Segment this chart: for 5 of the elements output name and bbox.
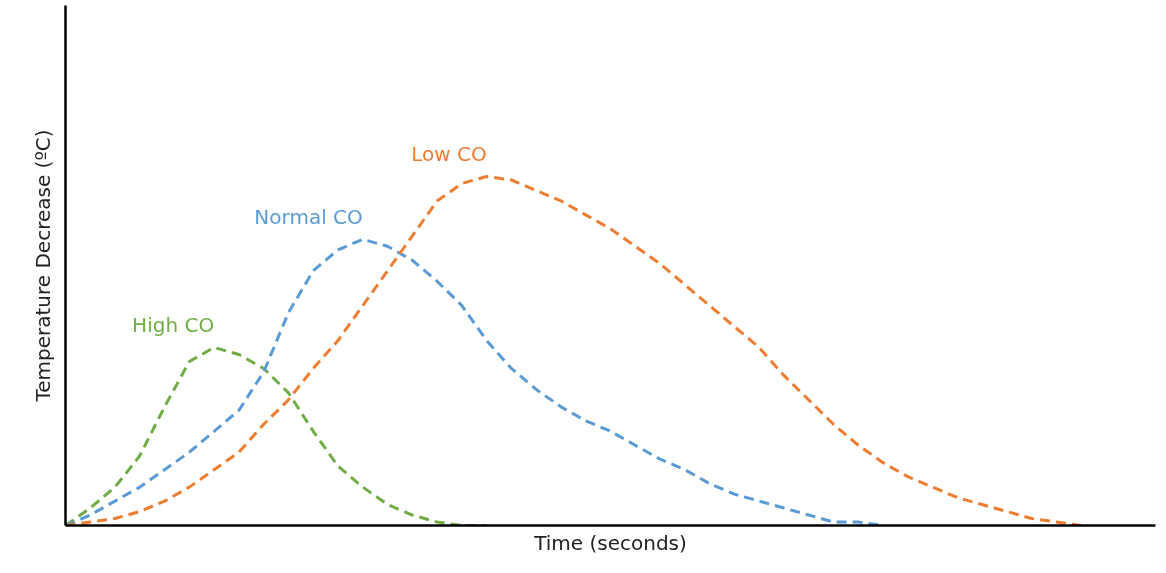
y-axis-title: Temperature Decrease (ºC) — [30, 129, 55, 403]
series-label: Normal CO — [254, 204, 363, 229]
series-label: High CO — [132, 313, 215, 338]
x-axis-title: Time (seconds) — [533, 530, 687, 555]
series-label: Low CO — [411, 142, 487, 167]
